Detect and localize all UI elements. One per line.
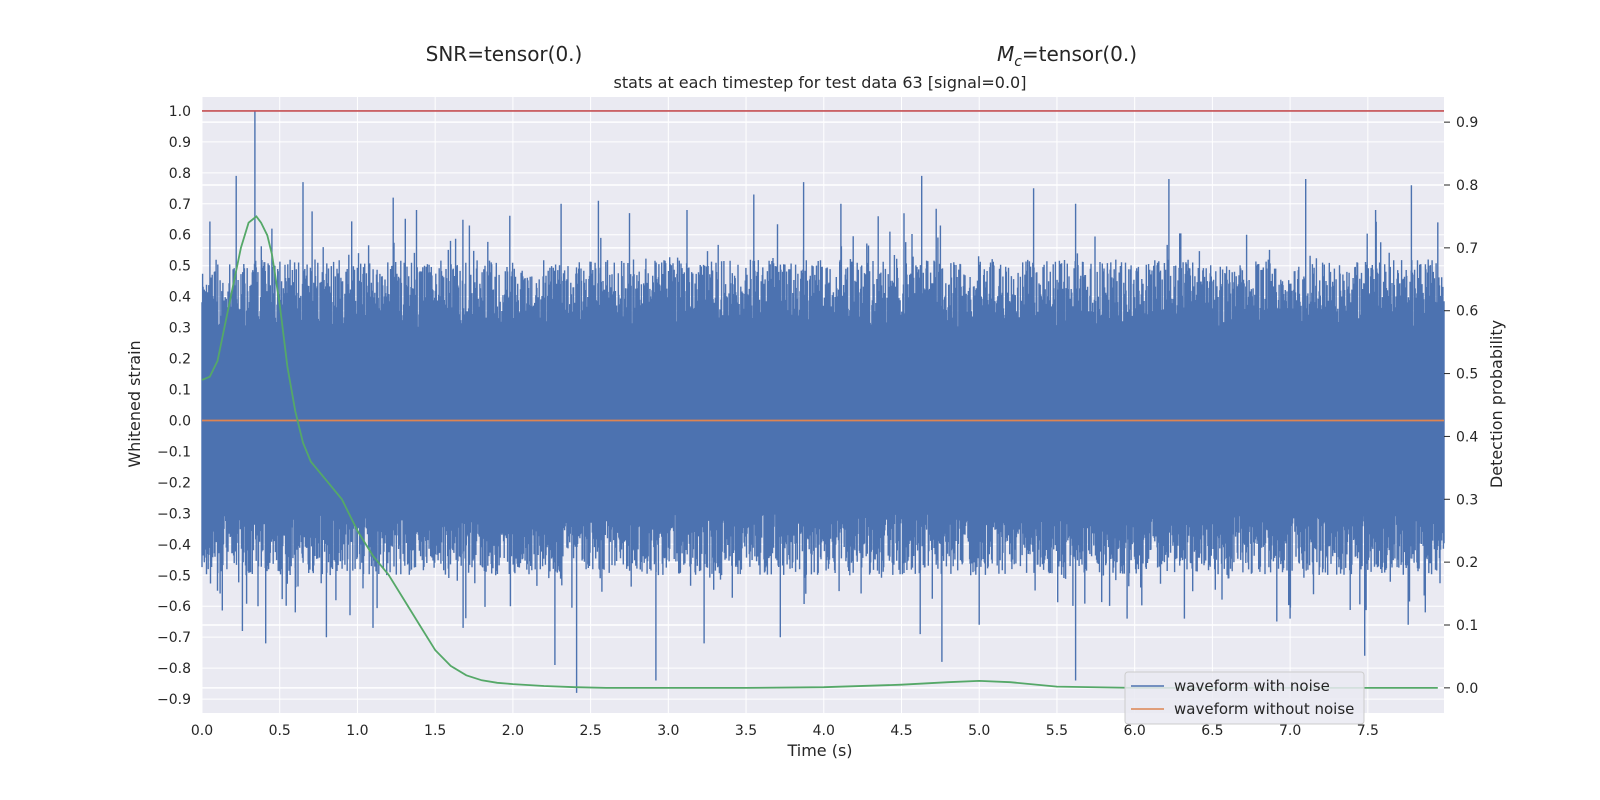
x-tick-label: 1.0 <box>346 723 368 739</box>
chart-title: stats at each timestep for test data 63 … <box>614 73 1027 92</box>
x-tick-label: 6.5 <box>1201 723 1223 739</box>
supertitle-chirp-mass: Mc=tensor(0.) <box>997 42 1137 70</box>
y-axis-ticks: 1.0 0.9 0.8 0.7 0.6 0.5 0.4 0.3 0.2 0.1 0.0 −0.1 −0.… <box>157 104 191 708</box>
x-tick-label: 2.0 <box>502 723 524 739</box>
y-tick-label: −0.5 <box>157 568 191 584</box>
y-tick-label: 0.0 <box>169 413 191 429</box>
legend-label-noisy: waveform with noise <box>1174 677 1330 695</box>
x-axis-ticks: 0.0 0.5 1.0 1.5 2.0 2.5 3.0 3.5 4.0 4.5 5.0 5.5 6.0 6… <box>191 723 1379 739</box>
y-tick-label: 0.3 <box>169 321 191 337</box>
x-tick-label: 4.5 <box>890 723 912 739</box>
y2-tick-label: 0.4 <box>1456 429 1478 445</box>
x-tick-label: 0.5 <box>269 723 291 739</box>
y2-tick-label: 0.8 <box>1456 178 1478 194</box>
x-axis-label: Time (s) <box>786 741 852 760</box>
y-tick-label: −0.8 <box>157 661 191 677</box>
y-tick-label: −0.2 <box>157 475 191 491</box>
y-tick-label: 0.4 <box>169 290 191 306</box>
y-tick-label: −0.7 <box>157 630 191 646</box>
x-tick-label: 5.0 <box>968 723 990 739</box>
x-tick-label: 4.0 <box>813 723 835 739</box>
y2-tick-label: 0.1 <box>1456 618 1478 634</box>
legend-box <box>1124 671 1365 725</box>
x-tick-label: 7.5 <box>1357 723 1379 739</box>
y-tick-label: 0.9 <box>169 135 191 151</box>
y-tick-label: 0.2 <box>169 352 191 368</box>
y-axis-right-label: Detection probability <box>1487 320 1506 488</box>
y2-tick-label: 0.7 <box>1456 241 1478 257</box>
y2-tick-label: 0.6 <box>1456 304 1478 320</box>
y2-tick-label: 0.5 <box>1456 367 1478 383</box>
y2-tick-label: 0.0 <box>1456 681 1478 697</box>
y-tick-label: 0.6 <box>169 228 191 244</box>
x-tick-label: 0.0 <box>191 723 213 739</box>
y-tick-label: −0.3 <box>157 506 191 522</box>
y-tick-label: −0.9 <box>157 692 191 708</box>
y2-tick-label: 0.2 <box>1456 555 1478 571</box>
x-tick-label: 3.5 <box>735 723 757 739</box>
y-tick-label: −0.1 <box>157 444 191 460</box>
supertitle-snr: SNR=tensor(0.) <box>426 42 583 66</box>
plot-series <box>201 110 1445 693</box>
x-tick-label: 7.0 <box>1279 723 1301 739</box>
detection-probability-line <box>201 215 1438 689</box>
y-axis-label: Whitened strain <box>125 340 144 467</box>
y-axis-right-ticks: 0.9 0.8 0.7 0.6 0.5 0.4 0.3 0.2 0.1 0.0 <box>1444 115 1478 697</box>
y2-tick-label: 0.9 <box>1456 115 1478 131</box>
y-tick-label: 0.5 <box>169 259 191 275</box>
y-tick-label: 0.8 <box>169 166 191 182</box>
y-tick-label: −0.6 <box>157 599 191 615</box>
x-tick-label: 5.5 <box>1046 723 1068 739</box>
y-tick-label: 0.1 <box>169 383 191 399</box>
x-tick-label: 1.5 <box>424 723 446 739</box>
y-tick-label: 0.7 <box>169 197 191 213</box>
y-tick-label: −0.4 <box>157 537 191 553</box>
legend: waveform with noise waveform without noi… <box>1124 671 1365 725</box>
y-tick-label: 1.0 <box>169 104 191 120</box>
x-tick-label: 6.0 <box>1124 723 1146 739</box>
x-tick-label: 3.0 <box>657 723 679 739</box>
y2-tick-label: 0.3 <box>1456 492 1478 508</box>
x-tick-label: 2.5 <box>579 723 601 739</box>
legend-label-clean: waveform without noise <box>1174 700 1354 718</box>
